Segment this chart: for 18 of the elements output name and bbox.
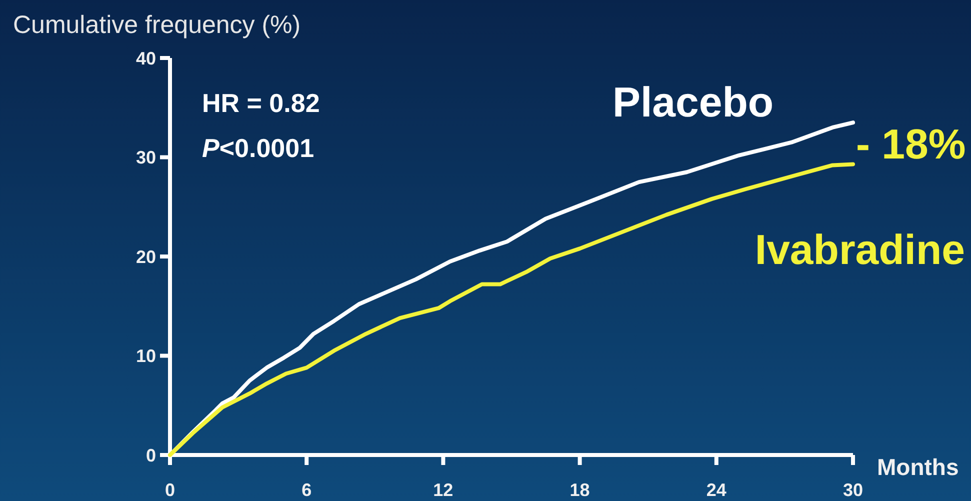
x-tick-label: 30 bbox=[842, 480, 864, 500]
x-tick-label: 18 bbox=[570, 480, 590, 500]
series-label: Ivabradine bbox=[754, 226, 965, 274]
x-tick-label: 24 bbox=[706, 480, 726, 500]
y-axis-title: Cumulative frequency (%) bbox=[13, 11, 301, 39]
x-tick-label: 6 bbox=[302, 480, 312, 500]
annotation: P<0.0001 bbox=[202, 133, 314, 163]
x-tick-label: 0 bbox=[164, 480, 176, 500]
y-tick-label: 40 bbox=[136, 48, 156, 68]
annotation: HR = 0.82 bbox=[202, 88, 320, 118]
x-axis-title: Months bbox=[877, 454, 959, 480]
y-tick-label: 30 bbox=[136, 148, 156, 168]
x-tick-label: 12 bbox=[433, 480, 454, 500]
y-tick-label: 10 bbox=[136, 346, 156, 366]
text: - 18% bbox=[856, 120, 966, 168]
y-tick-label: 20 bbox=[136, 246, 156, 267]
y-tick-label: 0 bbox=[146, 445, 156, 466]
series-label: Placebo bbox=[612, 78, 774, 126]
